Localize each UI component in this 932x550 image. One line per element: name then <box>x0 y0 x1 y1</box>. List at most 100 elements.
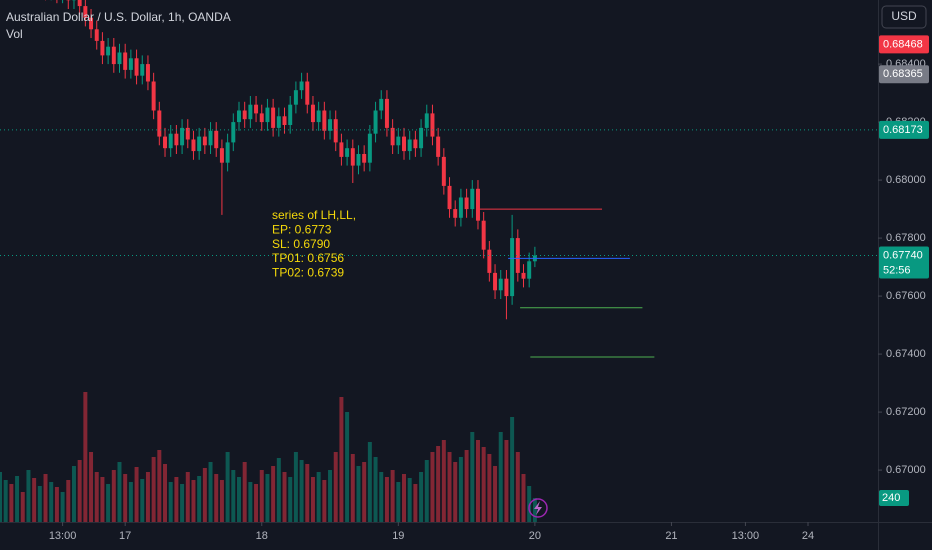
volume-bar <box>54 487 59 522</box>
volume-bar <box>271 466 276 522</box>
volume-bar <box>106 484 111 522</box>
candle-body <box>305 81 310 105</box>
candle-body <box>322 110 327 131</box>
candle-body <box>350 148 355 166</box>
volume-bar <box>94 472 99 522</box>
candle-body <box>89 17 94 30</box>
candle-body <box>339 142 344 157</box>
chart-title: Australian Dollar / U.S. Dollar, 1h, OAN… <box>6 10 231 24</box>
candle-body <box>493 272 498 291</box>
candle-body <box>83 6 88 18</box>
volume-bar <box>493 466 498 522</box>
candle-body <box>402 136 406 152</box>
volume-bar <box>390 470 395 522</box>
volume-bar <box>288 477 293 522</box>
candle-body <box>521 272 526 279</box>
candle-body <box>436 136 441 157</box>
volume-bar <box>9 484 14 522</box>
volume-bar <box>214 474 219 522</box>
plot-area <box>0 0 878 522</box>
candle-body <box>197 136 202 152</box>
volume-bar <box>424 460 429 522</box>
volume-bar <box>430 452 435 522</box>
volume-tag-label: 240 <box>882 492 900 504</box>
currency-button[interactable] <box>881 5 927 29</box>
volume-bar <box>225 452 230 522</box>
volume-bar <box>322 480 327 522</box>
volume-bar <box>413 484 418 522</box>
currency-label: USD <box>891 9 917 23</box>
candle-body <box>299 81 304 91</box>
candle-body <box>430 113 435 137</box>
volume-bar <box>510 417 515 522</box>
volume-bar <box>242 462 247 522</box>
candle-body <box>180 127 185 146</box>
candle-body <box>379 98 384 111</box>
annotation-line: series of LH,LL, <box>272 208 356 222</box>
candle-body <box>487 249 492 273</box>
candle-body <box>515 238 520 273</box>
volume-bar <box>185 472 190 522</box>
volume-bar <box>498 432 503 522</box>
y-tick-label: 0.67200 <box>886 406 926 418</box>
candle-body <box>265 107 270 123</box>
volume-bar <box>180 484 185 522</box>
candle-body <box>77 0 82 7</box>
y-tick-label: 0.67000 <box>886 464 926 476</box>
candle-body <box>254 104 259 114</box>
x-tick-label: 18 <box>256 530 268 542</box>
volume-bar <box>15 476 20 522</box>
volume-bar <box>163 464 168 522</box>
volume-bar <box>328 470 333 522</box>
candle-body <box>498 278 503 291</box>
volume-bar <box>436 446 441 522</box>
volume-bar <box>157 450 162 522</box>
annotation-line: TP02: 0.6739 <box>272 265 344 279</box>
candle-body <box>157 110 162 137</box>
volume-bar <box>379 472 384 522</box>
candle-body <box>527 261 532 279</box>
volume-bar <box>276 458 281 522</box>
candle-body <box>333 119 338 143</box>
candle-body <box>441 156 446 186</box>
volume-bar <box>32 478 37 522</box>
volume-bar <box>0 472 2 522</box>
x-tick-label: 17 <box>119 530 131 542</box>
candle-body <box>219 148 224 163</box>
candle-body <box>424 113 429 128</box>
volume-bar <box>265 474 270 522</box>
volume-bar <box>111 470 116 522</box>
volume-bar <box>384 477 389 522</box>
volume-bar <box>453 462 458 522</box>
x-tick-label: 24 <box>802 530 814 542</box>
volume-bar <box>191 480 196 522</box>
candle-body <box>111 46 116 65</box>
x-tick-label: 19 <box>392 530 404 542</box>
candle-body <box>475 188 480 221</box>
volume-bar <box>339 397 344 522</box>
y-tick-label: 0.67800 <box>886 232 926 244</box>
volume-bar <box>259 470 264 522</box>
candle-body <box>367 133 372 163</box>
volume-bar <box>367 442 372 522</box>
volume-bar <box>117 462 122 522</box>
candle-body <box>362 153 367 163</box>
alert-icon[interactable] <box>528 498 548 518</box>
volume-bar <box>3 480 8 522</box>
candle-body <box>134 58 139 76</box>
volume-bar <box>441 440 446 522</box>
candle-body <box>464 197 469 210</box>
price-tag <box>879 65 929 84</box>
volume-bar <box>356 466 361 522</box>
candle-body <box>470 188 475 210</box>
candle-body <box>168 133 173 149</box>
volume-bar <box>402 474 406 522</box>
x-tick-label: 21 <box>665 530 677 542</box>
price-tag <box>879 35 929 54</box>
candle-body <box>242 110 247 120</box>
candle-body <box>94 29 99 41</box>
candle-body <box>128 58 133 70</box>
annotation-line: EP: 0.6773 <box>272 222 332 236</box>
candle-body <box>225 142 230 163</box>
volume-bar <box>447 452 452 522</box>
